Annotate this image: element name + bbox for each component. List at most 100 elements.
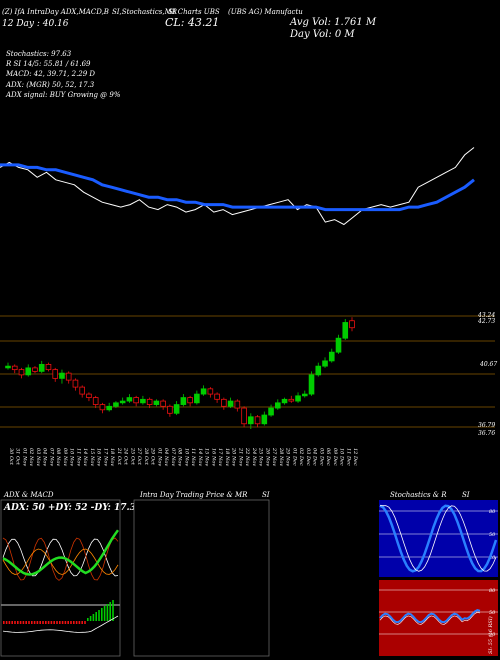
candle-body — [133, 397, 139, 404]
day-vol-label: Day Vol: 0 M — [289, 29, 355, 40]
macd-bar — [17, 621, 19, 624]
adx-panel-readout: ADX: 50 +DY: 52 -DY: 17.33 — [3, 503, 142, 513]
date-tick-label: 01 Dec — [291, 448, 297, 466]
candle-body — [173, 404, 180, 414]
header-line1: (Z) IfA IntraDay ADX,MACD,B — [2, 8, 109, 16]
date-tick-label: 29 Nov — [285, 447, 291, 466]
candle-body — [32, 367, 38, 372]
macd-bar — [3, 621, 5, 624]
rsi-line — [379, 609, 481, 624]
adx-panel — [0, 499, 121, 657]
adx-panel-title: ADX & MACD — [3, 491, 54, 499]
date-tick-label: 04 Nov — [42, 448, 48, 466]
candle-body — [99, 404, 106, 411]
avg-vol-label: Avg Vol: 1.761 M — [289, 17, 377, 28]
intraday-panel-title-b: SI — [262, 491, 270, 499]
candle-body — [146, 398, 153, 405]
date-tick-label: 14 Nov — [197, 448, 203, 466]
date-tick-label: 04 Nov — [163, 448, 169, 466]
date-tick-label: 10 Dec — [339, 448, 345, 466]
date-tick-label: 11 Nov — [75, 448, 81, 466]
stoch-tick-20: 20 — [488, 555, 496, 561]
macd-bar — [64, 621, 67, 624]
candle-body — [194, 393, 200, 404]
price-label-low1: 36.79 — [478, 422, 495, 429]
date-tick-label: 05 Dec — [318, 448, 324, 466]
macd-bar — [67, 621, 69, 624]
candle-body — [25, 367, 32, 376]
macd-bar — [11, 621, 13, 624]
macd-bar — [8, 621, 11, 624]
candle-body — [65, 372, 72, 381]
adx-lines — [2, 529, 120, 581]
macd-bar — [89, 616, 92, 621]
date-tick-label: 08 Nov — [177, 448, 183, 466]
date-tick-label: 04 Dec — [312, 448, 318, 466]
candle-body — [207, 388, 214, 395]
adx-red-line — [2, 537, 119, 581]
stoch-tick-50: 50 — [489, 532, 496, 538]
adx-green-line — [2, 529, 120, 576]
date-tick-label: 22 Nov — [244, 447, 250, 466]
macd-bar — [101, 608, 103, 621]
date-tick-label: 17 Nov — [102, 448, 108, 466]
stoch-tick-80: 80 — [489, 509, 496, 515]
adx-white-line — [2, 538, 119, 577]
date-tick-label: 26 Nov — [264, 447, 270, 466]
candle-body — [18, 369, 25, 376]
macd-bar — [31, 621, 33, 624]
macd-bar — [53, 621, 55, 624]
adx-signal-readout: ADX signal: BUY Growing @ 9% — [5, 91, 121, 99]
date-tick-label: 01 Nov — [156, 448, 162, 466]
header-line1-c: SI Charts UBS — [168, 8, 220, 16]
rsi-tick-50: 50 — [489, 610, 496, 616]
intraday-panel-title: Intra Day Trading Price & MR — [139, 491, 248, 499]
date-tick-label: 08 Nov — [55, 448, 61, 466]
candle-body — [268, 407, 274, 416]
candle-body — [328, 351, 335, 362]
candle-body — [106, 405, 112, 411]
candle-body — [315, 365, 322, 376]
candle-body — [295, 395, 301, 402]
date-tick-label: 06 Dec — [325, 448, 331, 466]
candle-body — [200, 388, 207, 395]
macd-bar — [78, 621, 81, 624]
macd-bar — [45, 621, 47, 624]
stoch-k-line — [379, 504, 498, 573]
date-tick-label: 24 Nov — [251, 447, 257, 466]
candle-body — [45, 363, 52, 371]
macd-bar — [28, 621, 30, 624]
date-tick-label: 07 Nov — [48, 448, 54, 466]
date-tick-label: 31 Oct — [15, 448, 21, 466]
candle-body — [113, 402, 119, 407]
date-tick-label: 02 Dec — [298, 448, 304, 466]
date-tick-label: 15 Nov — [89, 448, 95, 466]
price-line-series — [0, 147, 475, 226]
rsi-lines — [379, 609, 481, 625]
macd-bar — [33, 621, 36, 624]
macd-line — [2, 615, 119, 633]
price-label-mid: 40.67 — [479, 361, 497, 368]
macd-bar — [103, 606, 106, 621]
date-tick-label: 18 Nov — [109, 448, 115, 466]
candle-body — [254, 416, 261, 425]
rsi-tick-20: 20 — [488, 632, 496, 638]
rsi-readout-vertical: SI: 55 (16 RSI) — [487, 616, 494, 654]
date-tick-label: 02 Nov — [28, 448, 34, 466]
date-tick-label: 12 Dec — [352, 448, 358, 466]
candle-body — [214, 393, 220, 400]
candle-body — [153, 400, 160, 405]
date-tick-label: 09 Dec — [332, 448, 338, 466]
date-tick-label: 11 Dec — [345, 448, 351, 466]
price-label-top2: 42.73 — [477, 318, 495, 325]
candle-body — [5, 365, 11, 369]
macd-histogram — [2, 600, 119, 633]
macd-bar — [106, 604, 109, 621]
date-tick-label: 28 Oct — [143, 447, 149, 466]
date-tick-label: 24 Oct — [123, 447, 129, 466]
date-tick-label: 30 Oct — [8, 448, 14, 466]
candle-body — [322, 360, 328, 367]
candle-body — [126, 397, 133, 402]
macd-bar — [84, 621, 86, 624]
